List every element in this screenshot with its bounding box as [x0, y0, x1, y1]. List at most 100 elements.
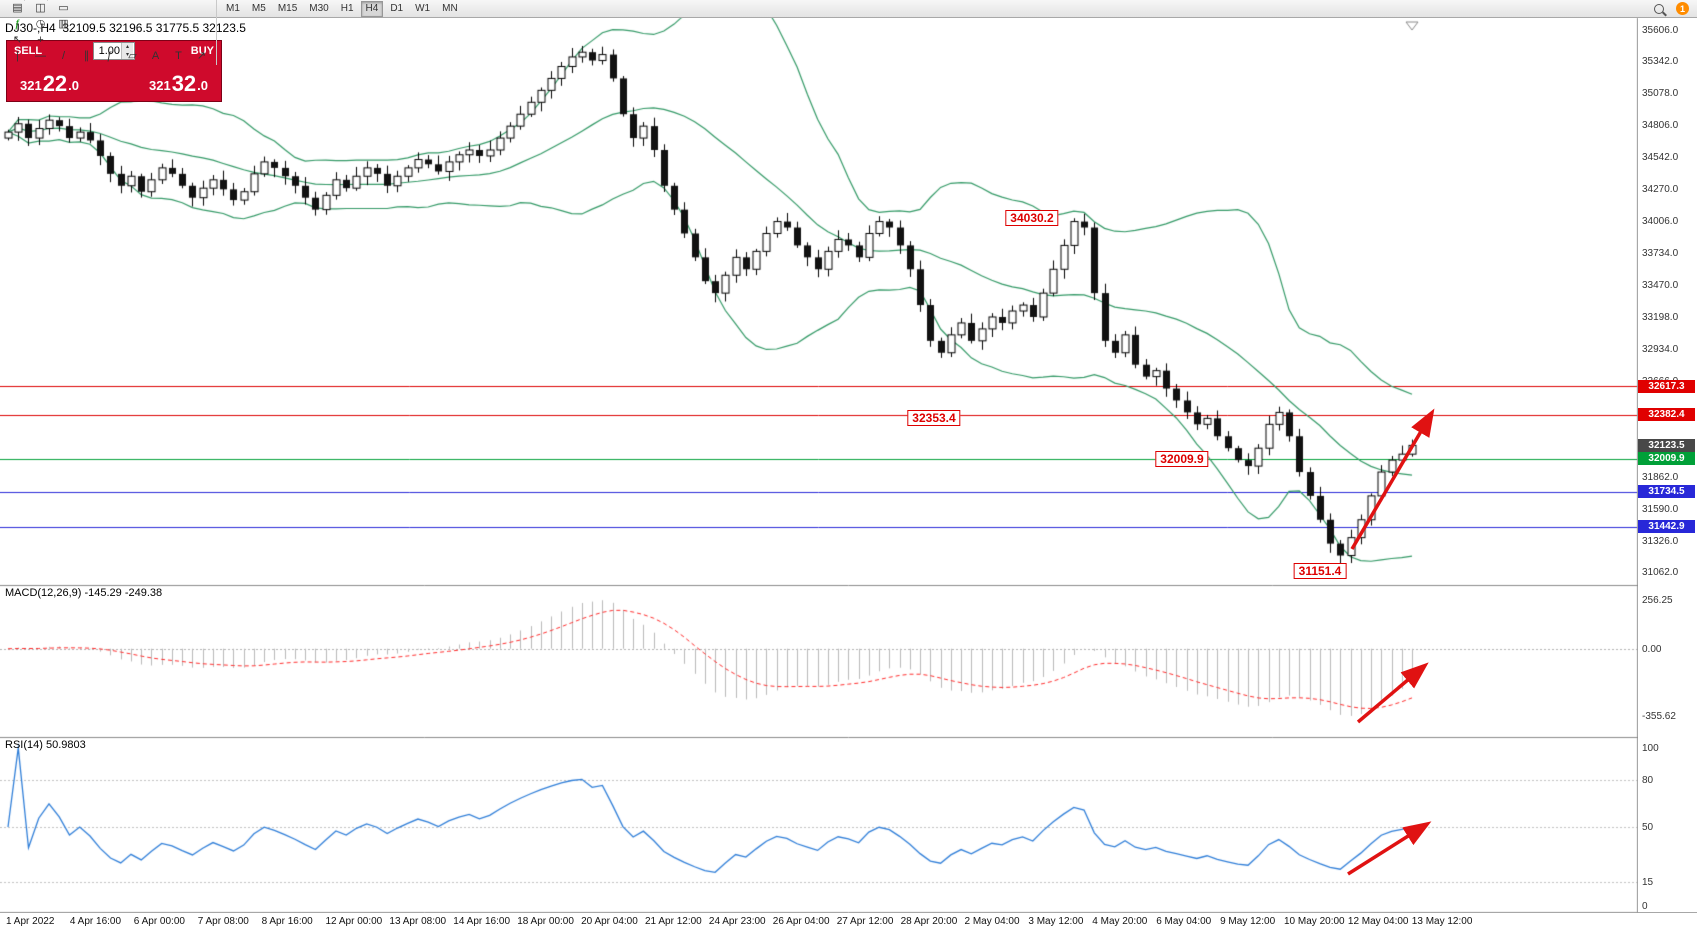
one-click-spread — [92, 61, 136, 101]
sell-label[interactable]: SELL — [14, 45, 43, 57]
price-annotation[interactable]: 32009.9 — [1155, 450, 1209, 467]
timeframe-m1[interactable]: M1 — [226, 2, 240, 14]
time-axis-label: 20 Apr 04:00 — [581, 916, 638, 927]
label-icon[interactable]: T — [175, 50, 182, 62]
indicators-icon[interactable]: ƒ — [14, 18, 21, 30]
horizontal-line-icon[interactable]: — — [35, 50, 46, 62]
trendline-icon[interactable]: / — [61, 50, 66, 62]
timeframe-w1[interactable]: W1 — [415, 2, 431, 14]
price-axis-tick: 31326.0 — [1642, 535, 1679, 547]
price-axis-tick: 34006.0 — [1642, 215, 1679, 227]
time-axis-label: 13 Apr 08:00 — [389, 916, 447, 927]
time-axis-label: 9 May 12:00 — [1220, 916, 1276, 927]
price-axis-tick: 31862.0 — [1642, 471, 1679, 483]
volume-input[interactable] — [94, 43, 121, 59]
price-axis-tick: 34542.0 — [1642, 151, 1679, 163]
cursor-icon[interactable]: ↖ — [12, 34, 23, 46]
data-window-icon[interactable]: ▤ — [12, 2, 23, 14]
time-axis-label: 3 May 12:00 — [1028, 916, 1084, 927]
rsi-axis-tick: 100 — [1642, 743, 1659, 754]
time-axis-label: 8 Apr 16:00 — [261, 916, 313, 927]
price-axis-tick: 34806.0 — [1642, 120, 1679, 132]
time-axis-label: 4 Apr 16:00 — [69, 916, 122, 927]
timeframe-mn[interactable]: MN — [442, 2, 458, 14]
rsi-axis-tick: 50 — [1642, 822, 1654, 833]
time-axis-label: 27 Apr 12:00 — [836, 916, 894, 927]
periods-icon[interactable]: ◷ — [35, 18, 46, 30]
macd-axis-tick: 256.25 — [1642, 595, 1673, 607]
fibonacci-icon[interactable]: ƒ — [106, 50, 113, 62]
price-axis-tick: 35342.0 — [1642, 56, 1679, 68]
price-annotation[interactable]: 34030.2 — [1005, 209, 1059, 226]
timeframe-m5[interactable]: M5 — [251, 2, 266, 14]
time-axis-label: 6 Apr 00:00 — [133, 916, 185, 927]
price-badge: 32009.9 — [1638, 452, 1695, 466]
price-axis-tick: 33198.0 — [1642, 312, 1679, 324]
price-badge: 32382.4 — [1638, 408, 1695, 421]
macd-axis-tick: 0.00 — [1642, 643, 1662, 655]
time-axis-label: 12 May 04:00 — [1347, 916, 1409, 927]
buy-label[interactable]: BUY — [190, 45, 214, 57]
time-axis-label: 6 May 04:00 — [1156, 916, 1212, 927]
price-axis-tick: 35606.0 — [1642, 25, 1679, 36]
time-axis-label: 21 Apr 12:00 — [645, 916, 702, 927]
navigator-icon[interactable]: ◫ — [35, 2, 46, 14]
price-scale[interactable]: 35606.0 35342.0 35078.0 34806.0 34542.0 34270… — [1638, 18, 1697, 912]
time-axis-label: 1 Apr 2022 — [6, 916, 55, 927]
price-badge: 31442.9 — [1638, 520, 1695, 534]
strategy-tester-icon[interactable]: ▭ — [58, 2, 69, 14]
time-axis-label: 26 Apr 04:00 — [772, 916, 830, 927]
arrow-tool-icon[interactable]: ↗ — [196, 50, 207, 62]
price-badge: 32123.5 — [1638, 438, 1695, 452]
time-axis-label: 14 Apr 16:00 — [453, 916, 511, 927]
timeframe-h1[interactable]: H1 — [340, 2, 354, 14]
templates-icon[interactable]: ▥ — [58, 18, 69, 30]
volume-up-button[interactable]: ▴ — [122, 43, 133, 51]
rsi-axis-tick: 15 — [1642, 877, 1654, 889]
macd-axis-tick: -355.62 — [1642, 710, 1676, 722]
search-icon[interactable] — [1648, 1, 1669, 16]
price-axis-tick: 32934.0 — [1642, 343, 1679, 355]
notifications-badge[interactable]: 1 — [1676, 2, 1689, 15]
channel-icon[interactable]: ∥ — [83, 50, 90, 62]
price-axis-tick: 33470.0 — [1642, 279, 1679, 291]
time-axis-label: 4 May 20:00 — [1092, 916, 1148, 927]
timeframe-m30[interactable]: M30 — [309, 2, 329, 14]
vertical-line-icon[interactable]: | — [16, 50, 19, 62]
price-axis-tick: 31590.0 — [1642, 504, 1679, 516]
buy-button[interactable]: 321 32.0 — [136, 61, 221, 101]
price-badge: 32617.3 — [1638, 379, 1695, 393]
timeframe-h4[interactable]: H4 — [360, 0, 384, 17]
volume-box: ▴ ▾ — [93, 42, 135, 60]
time-axis-label: 24 Apr 23:00 — [708, 916, 766, 927]
price-axis-tick: 34270.0 — [1642, 184, 1679, 196]
toolbar: +新订单▾▦▤♪▶自动交易|||▮~+−⊞▤◫▭ƒ◷▥↖+|—/∥ƒ▱AT↗ M… — [0, 0, 1697, 65]
timeframe-d1[interactable]: D1 — [390, 2, 404, 14]
timeframe-bar: M1 M5 M15 M30 H1 H4 D1 W1 MN — [220, 0, 464, 17]
time-axis-label: 18 Apr 00:00 — [517, 916, 574, 927]
timeframe-m15[interactable]: M15 — [277, 2, 298, 14]
rsi-axis-tick: 80 — [1642, 774, 1654, 786]
crosshair-icon[interactable]: + — [37, 34, 44, 46]
shapes-icon[interactable]: ▱ — [128, 50, 137, 62]
price-axis-tick: 35078.0 — [1642, 87, 1679, 99]
volume-down-button[interactable]: ▾ — [122, 51, 133, 59]
toolbar-right: 1 — [1647, 1, 1694, 16]
time-axis-label: 28 Apr 20:00 — [900, 916, 958, 927]
time-axis-label: 2 May 04:00 — [964, 916, 1020, 927]
price-annotation[interactable]: 32353.4 — [907, 409, 961, 426]
sell-button[interactable]: 321 22.0 — [7, 61, 92, 101]
toolbar-buttons: +新订单▾▦▤♪▶自动交易|||▮~+−⊞▤◫▭ƒ◷▥↖+|—/∥ƒ▱AT↗ — [3, 0, 217, 65]
rsi-axis-tick: 0 — [1642, 901, 1648, 912]
price-axis-tick: 31062.0 — [1642, 567, 1679, 578]
price-axis-tick: 33734.0 — [1642, 248, 1679, 260]
text-icon[interactable]: A — [151, 50, 160, 62]
time-axis-label: 10 May 20:00 — [1284, 916, 1345, 927]
time-axis-label: 12 Apr 00:00 — [325, 916, 383, 927]
time-axis-label: 7 Apr 08:00 — [197, 916, 249, 927]
price-annotation[interactable]: 31151.4 — [1293, 563, 1347, 580]
time-axis[interactable]: 1 Apr 2022 4 Apr 16:00 6 Apr 00:00 7 Apr 08… — [0, 913, 1697, 944]
